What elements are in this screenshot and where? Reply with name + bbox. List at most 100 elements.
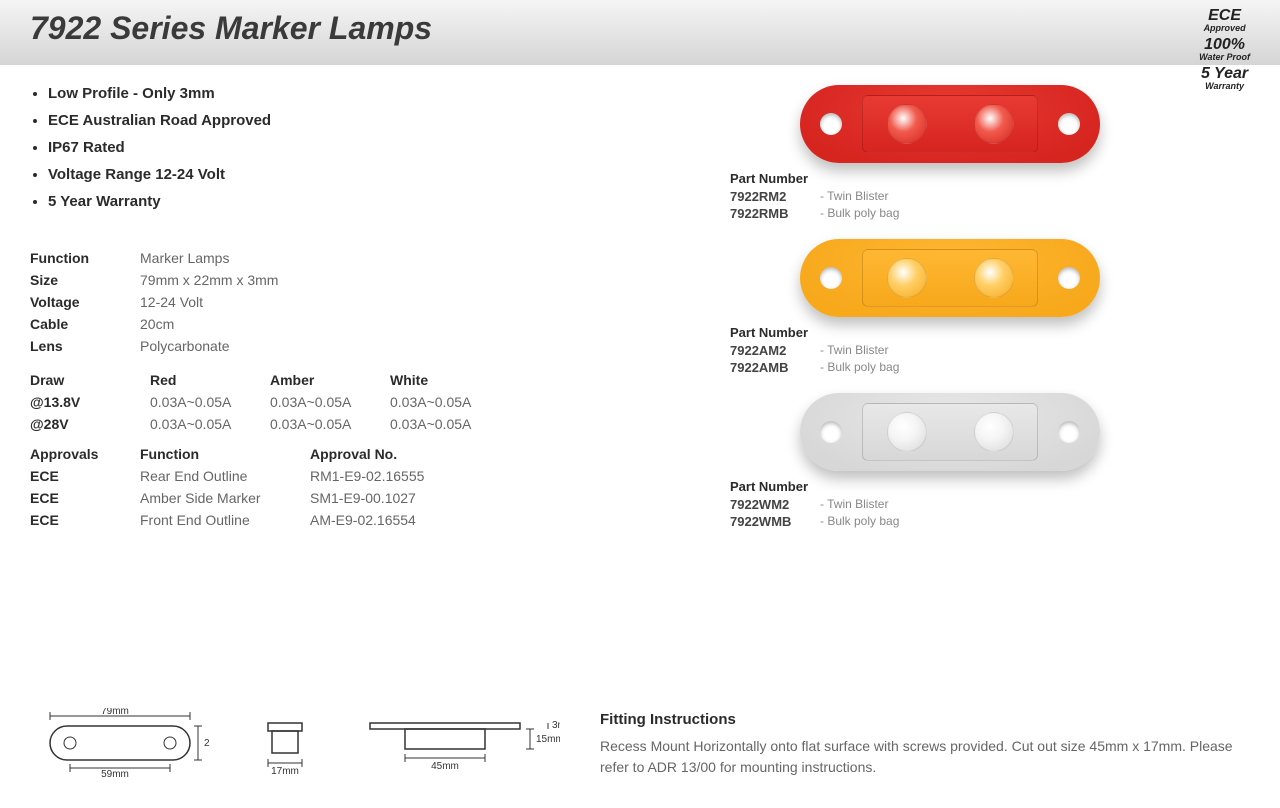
part-number: 7922AMB	[730, 360, 820, 375]
approval-header: Function	[140, 446, 310, 462]
approval-cell: ECE	[30, 512, 140, 528]
diagram-side: 17mm	[250, 708, 320, 778]
part-title: Part Number	[730, 479, 1250, 494]
draw-row-label: @28V	[30, 416, 150, 432]
screw-hole-icon	[820, 421, 842, 443]
approval-header: Approvals	[30, 446, 140, 462]
led-icon	[887, 258, 927, 298]
lamp-image-red	[800, 85, 1100, 163]
svg-text:3mm: 3mm	[552, 720, 560, 731]
led-icon	[974, 104, 1014, 144]
spec-label: Function	[30, 250, 140, 266]
approval-cell: RM1-E9-02.16555	[310, 468, 480, 484]
led-icon	[974, 258, 1014, 298]
badge-warranty: 5 Year Warranty	[1199, 66, 1250, 91]
screw-hole-icon	[1058, 267, 1080, 289]
header: 7922 Series Marker Lamps ECE Approved 10…	[0, 0, 1280, 65]
approval-cell: SM1-E9-00.1027	[310, 490, 480, 506]
feature-item: ECE Australian Road Approved	[48, 112, 590, 129]
draw-header: Red	[150, 372, 270, 388]
approval-cell: Rear End Outline	[140, 468, 310, 484]
spec-label: Voltage	[30, 294, 140, 310]
feature-item: Voltage Range 12-24 Volt	[48, 166, 590, 183]
part-desc: - Twin Blister	[820, 343, 888, 358]
product-amber: Part Number 7922AM2- Twin Blister 7922AM…	[650, 239, 1250, 375]
product-white: Part Number 7922WM2- Twin Blister 7922WM…	[650, 393, 1250, 529]
feature-item: 5 Year Warranty	[48, 193, 590, 210]
led-icon	[887, 104, 927, 144]
svg-text:79mm: 79mm	[101, 708, 129, 717]
page-title: 7922 Series Marker Lamps	[30, 10, 1250, 47]
svg-text:15mm: 15mm	[536, 734, 560, 745]
right-column: Part Number 7922RM2- Twin Blister 7922RM…	[590, 85, 1250, 547]
spec-value: 20cm	[140, 316, 174, 332]
fitting-instructions: Fitting Instructions Recess Mount Horizo…	[600, 711, 1250, 778]
draw-cell: 0.03A~0.05A	[390, 394, 510, 410]
screw-hole-icon	[820, 113, 842, 135]
part-block: Part Number 7922AM2- Twin Blister 7922AM…	[650, 325, 1250, 375]
spec-value: Polycarbonate	[140, 338, 230, 354]
spec-table: FunctionMarker Lamps Size79mm x 22mm x 3…	[30, 250, 590, 354]
approvals-table: Approvals Function Approval No. ECE Rear…	[30, 446, 590, 528]
feature-item: IP67 Rated	[48, 139, 590, 156]
diagram-front: 79mm 22mm 59mm	[30, 708, 210, 778]
part-block: Part Number 7922WM2- Twin Blister 7922WM…	[650, 479, 1250, 529]
led-icon	[887, 412, 927, 452]
lamp-image-white	[800, 393, 1100, 471]
left-column: Low Profile - Only 3mm ECE Australian Ro…	[30, 85, 590, 547]
spec-label: Lens	[30, 338, 140, 354]
svg-text:22mm: 22mm	[204, 738, 210, 749]
part-title: Part Number	[730, 171, 1250, 186]
part-desc: - Twin Blister	[820, 189, 888, 204]
part-desc: - Bulk poly bag	[820, 206, 899, 221]
screw-hole-icon	[820, 267, 842, 289]
part-title: Part Number	[730, 325, 1250, 340]
spec-label: Cable	[30, 316, 140, 332]
feature-item: Low Profile - Only 3mm	[48, 85, 590, 102]
diagram-profile: 15mm 3mm 45mm	[360, 708, 560, 778]
part-number: 7922AM2	[730, 343, 820, 358]
draw-header: White	[390, 372, 510, 388]
part-number: 7922RMB	[730, 206, 820, 221]
part-number: 7922WM2	[730, 497, 820, 512]
draw-cell: 0.03A~0.05A	[270, 394, 390, 410]
spec-value: Marker Lamps	[140, 250, 229, 266]
fitting-text: Recess Mount Horizontally onto flat surf…	[600, 736, 1250, 778]
part-number: 7922WMB	[730, 514, 820, 529]
part-desc: - Bulk poly bag	[820, 514, 899, 529]
draw-cell: 0.03A~0.05A	[270, 416, 390, 432]
screw-hole-icon	[1058, 421, 1080, 443]
spec-value: 79mm x 22mm x 3mm	[140, 272, 278, 288]
approval-cell: Amber Side Marker	[140, 490, 310, 506]
approval-cell: Front End Outline	[140, 512, 310, 528]
screw-hole-icon	[1058, 113, 1080, 135]
part-number: 7922RM2	[730, 189, 820, 204]
spec-label: Size	[30, 272, 140, 288]
svg-text:17mm: 17mm	[271, 766, 299, 777]
approval-cell: ECE	[30, 490, 140, 506]
draw-header: Draw	[30, 372, 150, 388]
draw-header: Amber	[270, 372, 390, 388]
draw-cell: 0.03A~0.05A	[150, 394, 270, 410]
fitting-title: Fitting Instructions	[600, 711, 1250, 728]
badge-ece: ECE Approved	[1199, 8, 1250, 33]
svg-text:45mm: 45mm	[431, 761, 459, 772]
svg-text:59mm: 59mm	[101, 769, 129, 778]
content: Low Profile - Only 3mm ECE Australian Ro…	[0, 65, 1280, 547]
feature-list: Low Profile - Only 3mm ECE Australian Ro…	[30, 85, 590, 210]
spec-value: 12-24 Volt	[140, 294, 203, 310]
part-desc: - Bulk poly bag	[820, 360, 899, 375]
approval-header: Approval No.	[310, 446, 480, 462]
badge-waterproof: 100% Water Proof	[1199, 37, 1250, 62]
product-red: Part Number 7922RM2- Twin Blister 7922RM…	[650, 85, 1250, 221]
lamp-image-amber	[800, 239, 1100, 317]
draw-cell: 0.03A~0.05A	[390, 416, 510, 432]
led-icon	[974, 412, 1014, 452]
draw-cell: 0.03A~0.05A	[150, 416, 270, 432]
draw-row-label: @13.8V	[30, 394, 150, 410]
draw-table: Draw Red Amber White @13.8V 0.03A~0.05A …	[30, 372, 590, 432]
part-block: Part Number 7922RM2- Twin Blister 7922RM…	[650, 171, 1250, 221]
approval-cell: ECE	[30, 468, 140, 484]
approval-cell: AM-E9-02.16554	[310, 512, 480, 528]
part-desc: - Twin Blister	[820, 497, 888, 512]
